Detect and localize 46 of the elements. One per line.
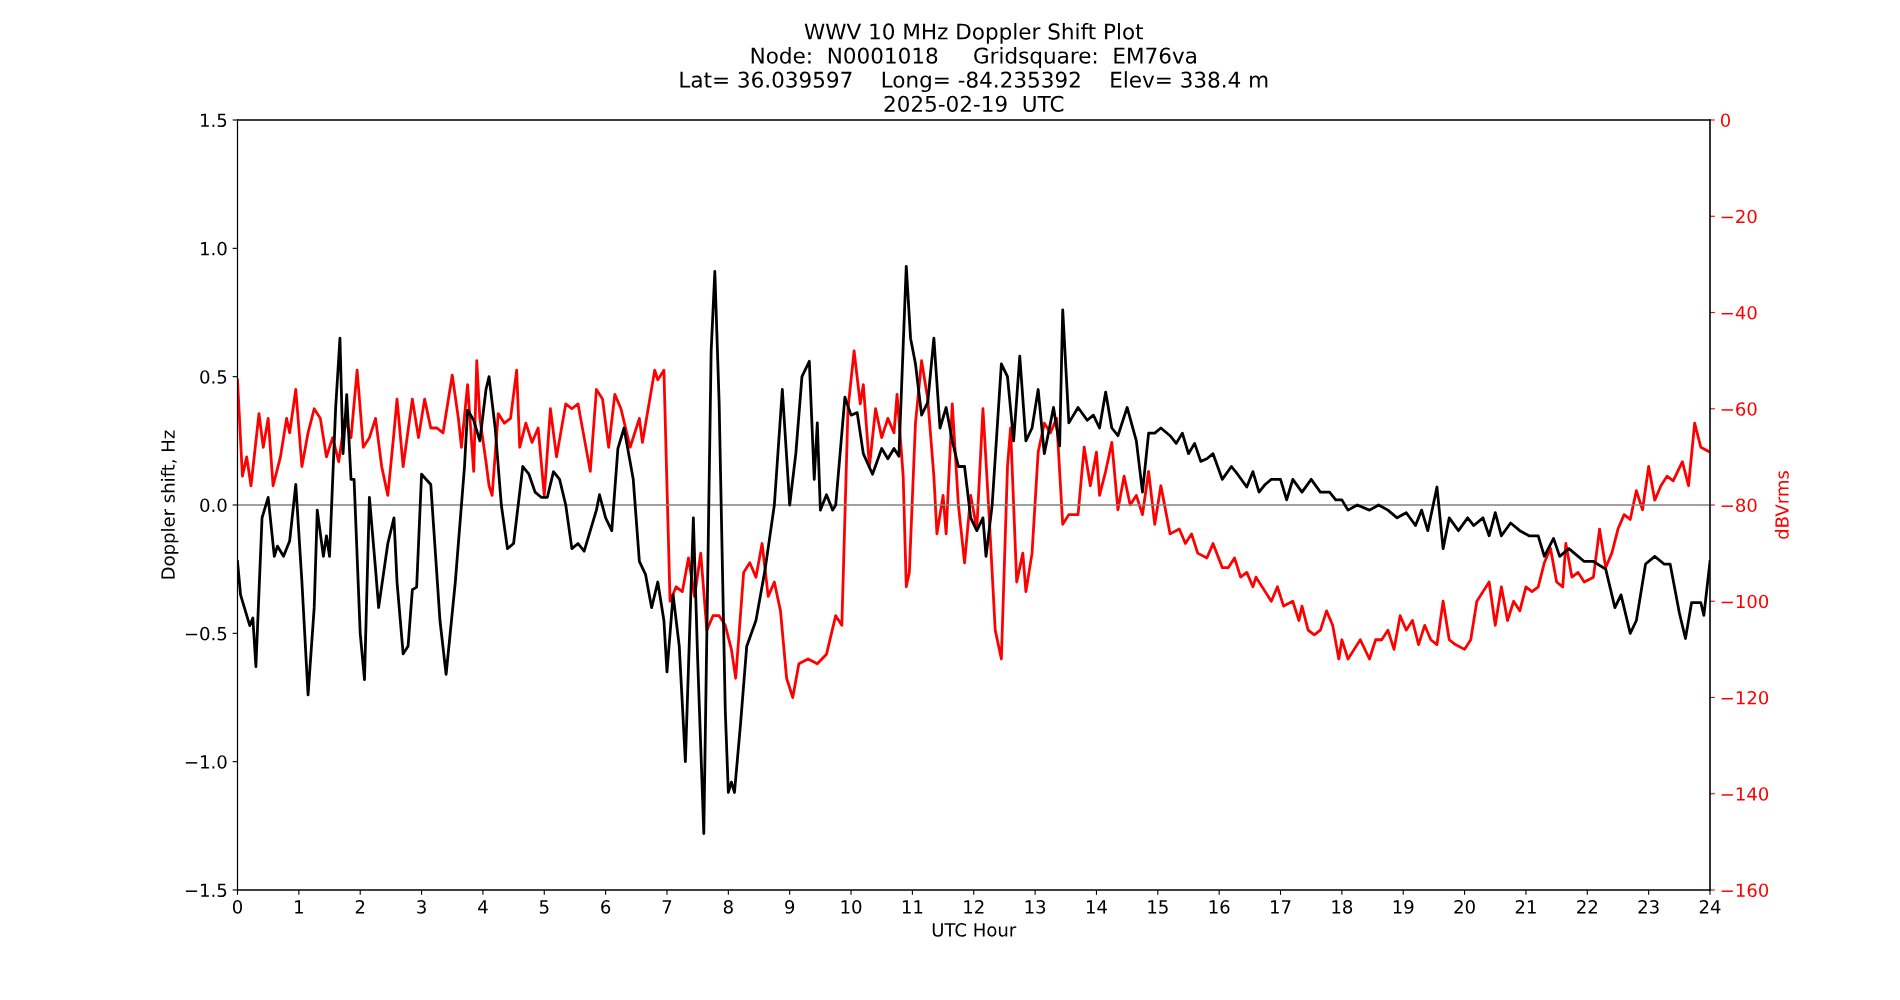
x-tick-label: 4 (478, 900, 488, 914)
x-tick-label: 14 (1086, 900, 1107, 914)
y2-tick-label: −20 (1721, 209, 1757, 224)
x-tick-label: 6 (601, 900, 611, 914)
x-tick-label: 2 (355, 900, 365, 914)
y2-tick-label: −160 (1721, 883, 1769, 898)
x-tick-label: 18 (1332, 900, 1353, 914)
x-tick-label: 22 (1577, 900, 1597, 914)
chart-title: WWV 10 MHz Doppler Shift Plot Node: N0001018 Gridsquare: EM76va Lat= 36.039597 Long= -84.235392 Elev= 338.4 m 2025-02-19 UTC (680, 22, 1268, 112)
x-tick-label: 16 (1209, 900, 1230, 914)
x-tick-label: 9 (785, 900, 795, 914)
y-tick-label: −1.5 (185, 883, 227, 898)
y-tick-label: 0.5 (200, 370, 227, 384)
line-series (237, 349, 1710, 699)
y-tick-label: 1.0 (201, 241, 227, 256)
y2-tick-label: −100 (1721, 594, 1769, 609)
y-tick-label: 1.5 (201, 113, 227, 128)
x-tick-label: 5 (539, 900, 549, 914)
x-tick-label: 23 (1638, 900, 1659, 914)
y2-tick-label: −40 (1721, 305, 1757, 320)
y2-axis-title: dBVrms (1774, 471, 1789, 539)
x-tick-label: 1 (295, 900, 303, 914)
x-tick-label: 7 (662, 900, 672, 914)
x-tick-label: 0 (232, 900, 243, 914)
x-tick-label: 10 (841, 900, 862, 914)
y2-tick-label: −60 (1721, 402, 1757, 416)
y-tick-label: 0.0 (200, 498, 227, 513)
y2-tick-label: −140 (1721, 787, 1769, 801)
x-tick-label: 11 (902, 900, 923, 914)
y2-tick-label: −80 (1721, 498, 1757, 513)
x-tick-label: 19 (1393, 900, 1414, 914)
x-tick-label: 20 (1454, 900, 1475, 914)
x-tick-label: 12 (964, 900, 984, 914)
x-tick-label: 8 (723, 900, 733, 914)
x-tick-label: 24 (1699, 900, 1721, 914)
x-tick-label: 3 (417, 900, 426, 914)
y-tick-label: −1.0 (185, 755, 227, 769)
y-axis-title: Doppler shift, Hz (160, 430, 179, 579)
y2-tick-label: −120 (1721, 690, 1769, 705)
x-tick-label: 21 (1515, 900, 1536, 914)
y-tick-label: −0.5 (185, 626, 227, 641)
y2-tick-label: 0 (1720, 113, 1731, 128)
x-tick-label: 15 (1148, 900, 1168, 914)
x-axis-title: UTC Hour (932, 923, 1017, 937)
x-tick-label: 13 (1025, 900, 1046, 914)
x-tick-label: 17 (1271, 900, 1291, 914)
